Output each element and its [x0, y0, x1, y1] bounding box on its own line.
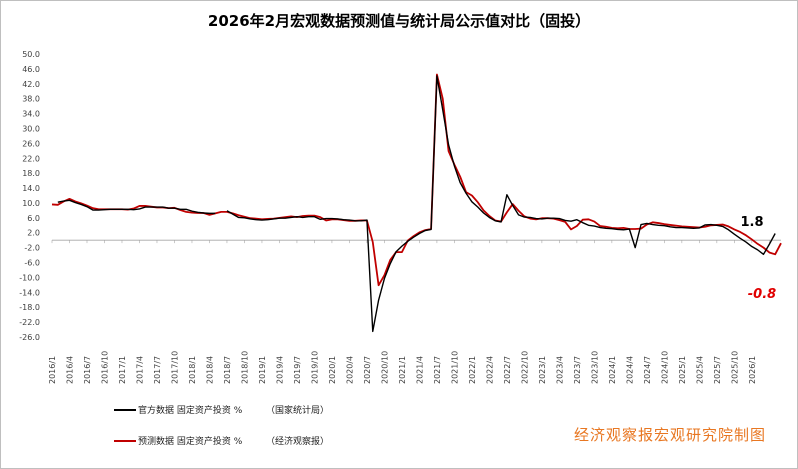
x-tick-label: 2025/4: [695, 356, 704, 384]
legend: 官方数据 固定资产投资 % （国家统计局） 预测数据 固定资产投资 % （经济观察报）: [114, 404, 329, 447]
x-tick-label: 2025/1: [678, 356, 687, 384]
annotation-layer: 1.8 -0.8: [740, 215, 776, 302]
x-tick-label: 2022/10: [520, 351, 529, 384]
y-tick-label: 2.0: [27, 229, 40, 238]
legend-item-official-source: （国家统计局）: [266, 404, 329, 416]
y-tick-label: -2.0: [24, 244, 40, 253]
x-tick-label: 2020/10: [380, 351, 389, 384]
x-tick-label: 2024/10: [660, 351, 669, 384]
y-tick-label: -14.0: [19, 288, 40, 297]
y-tick-label: 42.0: [22, 80, 40, 89]
y-tick-label: 10.0: [22, 199, 40, 208]
annotation-forecast-last: -0.8: [748, 287, 776, 302]
x-tick-label: 2016/1: [48, 356, 57, 384]
x-tick-label: 2019/4: [275, 356, 284, 384]
x-tick-label: 2019/1: [258, 356, 267, 384]
legend-item-forecast-label: 预测数据 固定资产投资 %: [138, 435, 243, 447]
x-tick-label: 2017/1: [118, 356, 127, 384]
y-tick-label: 26.0: [22, 139, 40, 148]
x-tick-label: 2020/7: [363, 356, 372, 384]
x-tick-label: 2022/7: [503, 356, 512, 384]
annotation-official-last: 1.8: [740, 215, 763, 230]
y-tick-label: 22.0: [22, 154, 40, 163]
x-tick-label: 2026/1: [748, 356, 757, 384]
x-tick-label: 2016/7: [83, 356, 92, 384]
x-tick-label: 2020/1: [328, 356, 337, 384]
x-tick-label: 2023/7: [573, 356, 582, 384]
x-tick-label: 2024/4: [625, 356, 634, 384]
x-tick-label: 2018/7: [223, 356, 232, 384]
watermark: 经济观察报宏观研究院制图: [573, 426, 766, 444]
series-line-forecast: [51, 73, 782, 287]
x-tick-label: 2021/1: [398, 356, 407, 384]
x-tick-label: 2017/4: [135, 356, 144, 384]
x-tick-label: 2017/10: [170, 351, 179, 384]
y-tick-label: 30.0: [22, 124, 40, 133]
legend-item-forecast-source: （经济观察报）: [266, 435, 329, 447]
x-axis: 2016/1 2016/4 2016/7 2016/10 2017/1 2017/4 201…: [48, 239, 781, 384]
y-tick-label: -26.0: [19, 333, 40, 342]
x-tick-label: 2024/1: [608, 356, 617, 384]
y-tick-label: 46.0: [22, 65, 40, 74]
y-tick-label: -22.0: [19, 318, 40, 327]
x-tick-label: 2016/4: [65, 356, 74, 384]
x-tick-label: 2020/4: [345, 356, 354, 384]
y-tick-label: -18.0: [19, 303, 40, 312]
x-tick-label: 2025/7: [713, 356, 722, 384]
x-tick-label: 2023/10: [590, 351, 599, 384]
chart-title: 2026年2月宏观数据预测值与统计局公示值对比（固投）: [207, 12, 591, 30]
x-tick-label: 2016/10: [100, 351, 109, 384]
x-tick-label: 2018/10: [240, 351, 249, 384]
y-tick-label: 14.0: [22, 184, 40, 193]
x-tick-label: 2024/7: [643, 356, 652, 384]
y-tick-label: 6.0: [27, 214, 40, 223]
x-tick-label: 2018/4: [205, 356, 214, 384]
y-tick-label: 18.0: [22, 169, 40, 178]
y-tick-label: -10.0: [19, 273, 40, 282]
x-tick-label: 2019/7: [293, 356, 302, 384]
x-tick-label: 2021/10: [450, 351, 459, 384]
y-tick-label: -6.0: [24, 259, 40, 268]
x-tick-label: 2017/7: [153, 356, 162, 384]
x-tick-label: 2023/4: [555, 356, 564, 384]
x-tick-label: 2021/7: [433, 356, 442, 384]
series-layer: [51, 73, 782, 333]
x-tick-label: 2018/1: [188, 356, 197, 384]
x-tick-label: 2023/1: [538, 356, 547, 384]
y-tick-label: 34.0: [22, 110, 40, 119]
x-tick-label: 2019/10: [310, 351, 319, 384]
y-tick-label: 50.0: [22, 50, 40, 59]
y-axis: 50.0 46.0 42.0 38.0 34.0 30.0 26.0 22.0 18.0 14.0…: [19, 50, 40, 342]
x-tick-label: 2022/1: [468, 356, 477, 384]
legend-item-official-label: 官方数据 固定资产投资 %: [138, 404, 243, 416]
x-tick-label: 2021/4: [415, 356, 424, 384]
series-line-official: [57, 75, 776, 333]
x-tick-label: 2022/4: [485, 356, 494, 384]
x-tick-label: 2025/10: [730, 351, 739, 384]
y-tick-label: 38.0: [22, 95, 40, 104]
